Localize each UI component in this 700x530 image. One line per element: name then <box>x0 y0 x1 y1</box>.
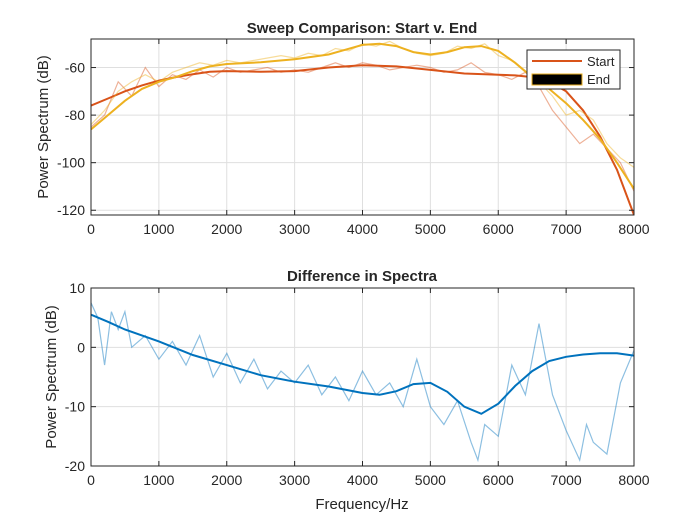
y-tick-label: 10 <box>69 280 85 296</box>
x-tick-label: 6000 <box>483 472 514 488</box>
series-start-raw <box>91 62 634 192</box>
y-tick-label: -120 <box>57 202 85 218</box>
series-start-smooth <box>91 64 634 215</box>
x-tick-label: 5000 <box>415 221 446 237</box>
axes-sweep-comparison: 0 1000 2000 3000 4000 5000 6000 7000 8000 -120-1… <box>35 20 650 237</box>
x-axis-label: Frequency/Hz <box>315 496 408 513</box>
legend-swatch-end <box>531 73 583 86</box>
series-difference-smooth <box>91 313 634 415</box>
y-axis-label: Power Spectrum (dB) <box>35 55 52 198</box>
x-tick-label: 0 <box>87 221 95 237</box>
y-tick-label: -20 <box>65 458 85 474</box>
tick-marks <box>90 39 635 215</box>
x-tick-label: 7000 <box>551 472 582 488</box>
tick-marks <box>90 287 635 467</box>
chart-title: Difference in Spectra <box>287 268 438 285</box>
chart-title: Sweep Comparison: Start v. End <box>247 20 478 37</box>
x-tick-label: 5000 <box>415 472 446 488</box>
x-tick-label: 8000 <box>618 221 649 237</box>
y-tick-label: 0 <box>77 339 85 355</box>
y-tick-labels: -120 -100 -80 -60 <box>57 60 85 219</box>
y-tick-label: -100 <box>57 155 85 171</box>
legend[interactable]: Start End <box>526 49 621 90</box>
series-difference-raw <box>91 302 634 463</box>
x-tick-label: 2000 <box>211 221 242 237</box>
data-lines <box>91 302 634 463</box>
x-tick-label: 4000 <box>347 221 378 237</box>
x-tick-label: 4000 <box>347 472 378 488</box>
x-tick-label: 2000 <box>211 472 242 488</box>
y-axis-label: Power Spectrum (dB) <box>43 305 60 448</box>
x-tick-labels: 0 1000 2000 3000 4000 5000 6000 7000 8000 <box>87 472 650 488</box>
x-tick-label: 3000 <box>279 221 310 237</box>
y-tick-label: -60 <box>65 60 85 76</box>
legend-label-end: End <box>587 72 610 87</box>
x-tick-label: 6000 <box>483 221 514 237</box>
y-tick-labels: -20 -10 0 10 <box>65 280 85 474</box>
y-tick-label: -10 <box>65 399 85 415</box>
clipped-data <box>91 302 634 463</box>
x-tick-label: 1000 <box>143 472 174 488</box>
y-tick-label: -80 <box>65 107 85 123</box>
x-tick-label: 3000 <box>279 472 310 488</box>
x-tick-label: 0 <box>87 472 95 488</box>
x-tick-labels: 0 1000 2000 3000 4000 5000 6000 7000 8000 <box>87 221 650 237</box>
axes-difference: 0 1000 2000 3000 4000 5000 6000 7000 8000 -20 -10… <box>43 268 650 513</box>
x-tick-label: 7000 <box>551 221 582 237</box>
x-tick-label: 8000 <box>618 472 649 488</box>
legend-label-start: Start <box>587 54 615 69</box>
x-tick-label: 1000 <box>143 221 174 237</box>
series-end-smooth <box>91 42 634 190</box>
